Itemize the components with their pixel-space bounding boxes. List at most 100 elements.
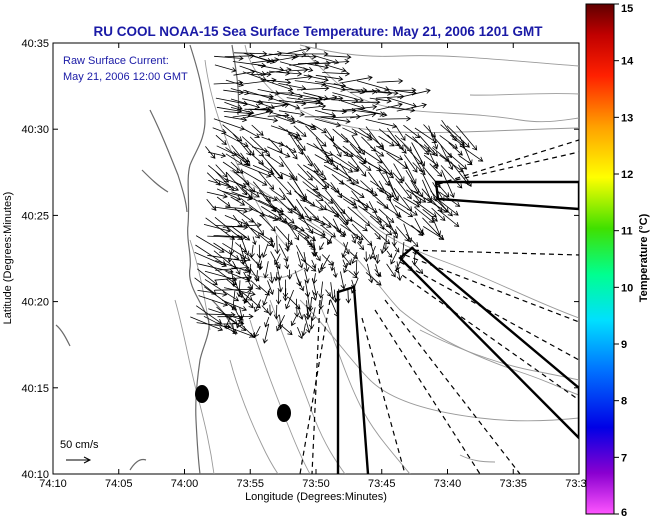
current-vector (215, 164, 228, 178)
colorbar-tick-label: 7 (621, 452, 627, 464)
x-tick-label: 73:50 (302, 478, 330, 490)
current-vector (429, 152, 438, 170)
current-vector (393, 244, 400, 253)
current-vector (403, 223, 412, 243)
current-vector (225, 270, 251, 283)
current-vector (303, 103, 327, 110)
current-vector (294, 270, 302, 287)
current-vector (251, 57, 280, 64)
current-vector (340, 271, 346, 290)
current-vector (241, 187, 253, 199)
current-vector (194, 277, 217, 295)
current-vector (260, 79, 292, 86)
current-vector (195, 235, 225, 253)
current-vector (332, 92, 364, 103)
current-vector (369, 215, 393, 236)
current-vector (310, 307, 316, 322)
current-vector (278, 323, 293, 336)
current-vector (295, 54, 317, 60)
current-vector (324, 54, 352, 60)
current-vector (423, 144, 436, 156)
current-vector (242, 98, 264, 106)
x-tick-label: 73:40 (434, 478, 462, 490)
current-label-line2: May 21, 2006 12:00 GMT (63, 71, 188, 83)
current-vector (404, 182, 422, 204)
current-vector (437, 199, 459, 216)
current-vector (396, 102, 427, 112)
current-vector (240, 169, 268, 186)
current-vector (234, 152, 250, 162)
current-vector (423, 154, 439, 167)
current-vector (315, 74, 344, 82)
current-vector (322, 70, 351, 77)
current-vector (439, 191, 461, 207)
current-vector (458, 155, 473, 166)
current-vector (231, 191, 253, 201)
current-vector (431, 147, 450, 162)
current-vector (266, 80, 294, 92)
current-vector (243, 128, 260, 138)
current-vector (356, 242, 365, 251)
current-vector (386, 152, 408, 169)
current-vector (301, 323, 307, 337)
current-vector (252, 100, 276, 110)
current-vector (212, 127, 227, 135)
current-vector (244, 298, 254, 309)
current-vector (232, 61, 267, 69)
current-vector (376, 78, 404, 84)
current-vector (447, 152, 468, 170)
current-vector (293, 125, 307, 138)
marker-east (277, 404, 291, 422)
current-vector (378, 208, 395, 224)
current-vector (387, 134, 407, 154)
colorbar-label: Temperature (°C) (638, 213, 650, 302)
current-vector (303, 313, 311, 334)
current-vector (351, 223, 373, 246)
current-vector (395, 87, 417, 94)
colorbar-tick-label: 9 (621, 339, 627, 351)
current-vector (376, 145, 404, 161)
current-vector (348, 270, 358, 279)
current-vector (257, 161, 274, 173)
current-vector (262, 324, 270, 344)
current-vector (440, 165, 463, 189)
current-vector (332, 145, 354, 157)
current-vector (311, 290, 318, 301)
current-vector (378, 135, 395, 147)
current-vector (375, 264, 381, 278)
current-vector (320, 224, 336, 238)
marker-west (195, 385, 209, 403)
current-vector (254, 299, 262, 313)
current-vector (393, 163, 405, 182)
current-vector (295, 206, 314, 235)
current-vector (428, 173, 450, 198)
current-vector (206, 191, 228, 199)
current-vector (278, 142, 297, 153)
current-vector (314, 118, 342, 128)
current-vector (306, 170, 328, 190)
current-vector (251, 208, 279, 222)
current-vector (307, 297, 314, 313)
current-vector (287, 269, 293, 280)
current-vector (249, 136, 271, 157)
current-vector (313, 250, 321, 262)
current-vector (385, 216, 398, 239)
current-vector (270, 125, 301, 137)
current-vector (285, 145, 298, 160)
current-vector (428, 125, 439, 150)
current-vector (232, 133, 252, 156)
current-vector (233, 50, 268, 57)
current-vector (233, 69, 256, 76)
current-vector (335, 288, 341, 304)
surface-current-vectors (190, 46, 484, 344)
current-vector (303, 200, 324, 211)
current-vector (289, 67, 309, 73)
current-vector (305, 227, 326, 239)
scale-arrow-icon (66, 456, 92, 464)
colorbar-tick-label: 15 (621, 3, 633, 15)
y-tick-label: 40:30 (21, 124, 49, 136)
y-tick-label: 40:10 (21, 469, 49, 481)
current-vector (448, 142, 463, 156)
current-vector (251, 124, 264, 136)
current-vector (357, 235, 363, 245)
